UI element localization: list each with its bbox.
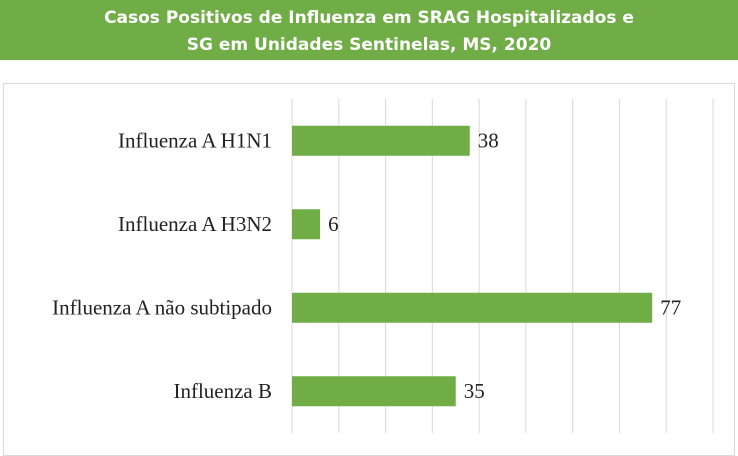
y-tick-label: Influenza A H3N2 — [118, 212, 272, 236]
value-label: 35 — [464, 379, 485, 403]
bar — [292, 209, 321, 240]
bar — [292, 292, 653, 323]
value-label: 38 — [478, 129, 499, 153]
title-banner — [0, 0, 738, 60]
value-label: 6 — [328, 212, 339, 236]
bar — [292, 125, 470, 156]
chart-title: Casos Positivos de Influenza em SRAG Hos… — [104, 8, 634, 28]
y-tick-label: Influenza A não subtipado — [52, 296, 272, 320]
chart-title: SG em Unidades Sentinelas, MS, 2020 — [187, 35, 552, 55]
y-tick-label: Influenza A H1N1 — [118, 129, 272, 153]
y-tick-label: Influenza B — [173, 379, 272, 403]
value-label: 77 — [660, 296, 681, 320]
bar — [292, 376, 456, 407]
